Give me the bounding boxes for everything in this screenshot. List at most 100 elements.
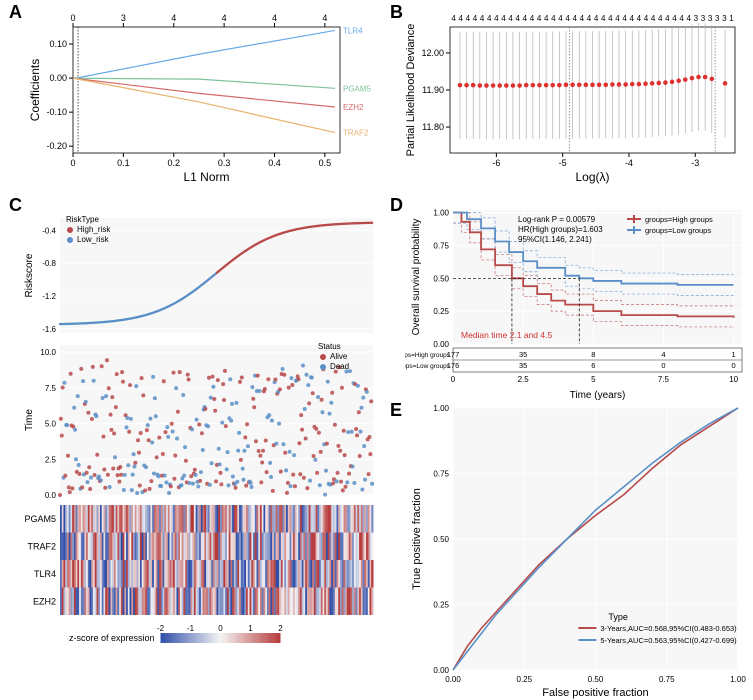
svg-text:3: 3 [694, 14, 699, 23]
svg-text:4: 4 [615, 14, 620, 23]
svg-text:4: 4 [451, 14, 456, 23]
svg-text:4: 4 [494, 14, 499, 23]
chart-risk-panel: -1.6-1.2-0.8-0.4RiskscoreRiskTypeHigh_ri… [18, 200, 383, 695]
svg-text:0.0: 0.0 [45, 491, 57, 500]
svg-text:3: 3 [121, 13, 126, 23]
svg-text:0.50: 0.50 [433, 535, 449, 544]
svg-text:95%CI(1.146, 2.241): 95%CI(1.146, 2.241) [518, 235, 592, 244]
svg-text:4: 4 [487, 14, 492, 23]
svg-text:10: 10 [729, 375, 738, 384]
svg-text:0.50: 0.50 [588, 675, 604, 684]
svg-text:TLR4: TLR4 [34, 569, 56, 579]
svg-text:4: 4 [473, 14, 478, 23]
svg-text:2: 2 [278, 624, 283, 633]
svg-text:0.5: 0.5 [319, 158, 332, 168]
svg-text:4: 4 [466, 14, 471, 23]
svg-text:-1.2: -1.2 [42, 292, 56, 301]
svg-text:0: 0 [731, 361, 735, 370]
panel-letter-d: D [390, 195, 403, 216]
svg-text:176: 176 [447, 361, 460, 370]
svg-text:4: 4 [515, 14, 520, 23]
svg-text:1: 1 [731, 350, 735, 359]
svg-text:3: 3 [701, 14, 706, 23]
chart-roc: 0.000.000.250.250.500.500.750.751.001.00… [405, 400, 750, 700]
svg-text:4: 4 [629, 14, 634, 23]
svg-text:4: 4 [222, 13, 227, 23]
svg-text:HR(High groups)=1.603: HR(High groups)=1.603 [518, 225, 603, 234]
svg-text:4: 4 [480, 14, 485, 23]
svg-text:1: 1 [729, 14, 734, 23]
svg-text:0.00: 0.00 [433, 666, 449, 675]
svg-text:0: 0 [661, 361, 665, 370]
svg-text:0.10: 0.10 [49, 39, 67, 49]
svg-text:-6: -6 [492, 158, 500, 168]
panel-letter-a: A [9, 2, 22, 23]
svg-text:0.00: 0.00 [433, 340, 449, 349]
svg-text:4: 4 [565, 14, 570, 23]
svg-text:10.0: 10.0 [40, 348, 56, 357]
svg-text:4: 4 [594, 14, 599, 23]
svg-text:8: 8 [591, 350, 595, 359]
svg-text:4: 4 [501, 14, 506, 23]
svg-text:3-Years,AUC=0.568,95%CI(0.483-: 3-Years,AUC=0.568,95%CI(0.483-0.653) [600, 624, 737, 633]
svg-text:4: 4 [551, 14, 556, 23]
svg-text:Status: Status [318, 342, 341, 351]
svg-text:0: 0 [70, 13, 75, 23]
svg-text:Time (years): Time (years) [570, 390, 626, 400]
svg-text:4: 4 [644, 14, 649, 23]
svg-text:4: 4 [672, 14, 677, 23]
svg-text:0.4: 0.4 [268, 158, 281, 168]
svg-text:4: 4 [580, 14, 585, 23]
svg-text:EZH2: EZH2 [33, 596, 56, 606]
svg-text:4: 4 [272, 13, 277, 23]
svg-text:-2: -2 [157, 624, 165, 633]
svg-text:-4: -4 [625, 158, 633, 168]
chart-coefficients: 00.10.20.30.40.5-0.20-0.100.000.10034444… [25, 5, 385, 185]
svg-text:5-Years,AUC=0.563,95%CI(0.427-: 5-Years,AUC=0.563,95%CI(0.427-0.699) [600, 636, 737, 645]
svg-text:Dead: Dead [330, 362, 349, 371]
svg-text:Overall survival probability: Overall survival probability [411, 219, 422, 336]
svg-text:High_risk: High_risk [77, 225, 111, 234]
svg-text:4: 4 [544, 14, 549, 23]
svg-text:3: 3 [715, 14, 720, 23]
panel-letter-e: E [390, 400, 402, 421]
svg-text:4: 4 [661, 350, 665, 359]
svg-text:5: 5 [591, 375, 596, 384]
svg-text:Median time 2.1 and 4.5: Median time 2.1 and 4.5 [461, 330, 552, 340]
svg-text:11.90: 11.90 [422, 85, 444, 95]
svg-text:2.5: 2.5 [45, 455, 57, 464]
svg-text:-1: -1 [187, 624, 195, 633]
svg-text:1.00: 1.00 [433, 404, 449, 413]
svg-text:3: 3 [722, 14, 727, 23]
svg-text:0.25: 0.25 [433, 307, 449, 316]
svg-text:-5: -5 [559, 158, 567, 168]
svg-text:35: 35 [519, 361, 527, 370]
svg-text:4: 4 [587, 14, 592, 23]
svg-text:groups=High groups: groups=High groups [645, 215, 713, 224]
svg-text:4: 4 [530, 14, 535, 23]
svg-text:177: 177 [447, 350, 460, 359]
svg-text:4: 4 [679, 14, 684, 23]
chart-deviance: -6-5-4-311.8011.9012.0044444444444444444… [400, 5, 745, 185]
svg-text:4: 4 [622, 14, 627, 23]
svg-text:6: 6 [591, 361, 595, 370]
svg-text:4: 4 [608, 14, 613, 23]
svg-text:1.00: 1.00 [433, 209, 449, 218]
svg-text:0.1: 0.1 [117, 158, 130, 168]
svg-text:-3: -3 [691, 158, 699, 168]
svg-text:0: 0 [451, 375, 456, 384]
svg-text:4: 4 [665, 14, 670, 23]
svg-text:1.00: 1.00 [730, 675, 746, 684]
svg-text:Alive: Alive [330, 352, 348, 361]
svg-text:7.5: 7.5 [658, 375, 670, 384]
svg-text:PGAM5: PGAM5 [343, 84, 372, 93]
svg-text:7.5: 7.5 [45, 384, 57, 393]
svg-text:1: 1 [248, 624, 253, 633]
svg-text:4: 4 [651, 14, 656, 23]
svg-text:4: 4 [601, 14, 606, 23]
svg-text:4: 4 [322, 13, 327, 23]
svg-text:PGAM5: PGAM5 [24, 514, 56, 524]
svg-text:groups=Low groups: groups=Low groups [405, 363, 451, 370]
svg-text:4: 4 [637, 14, 642, 23]
svg-text:RiskType: RiskType [66, 215, 99, 224]
